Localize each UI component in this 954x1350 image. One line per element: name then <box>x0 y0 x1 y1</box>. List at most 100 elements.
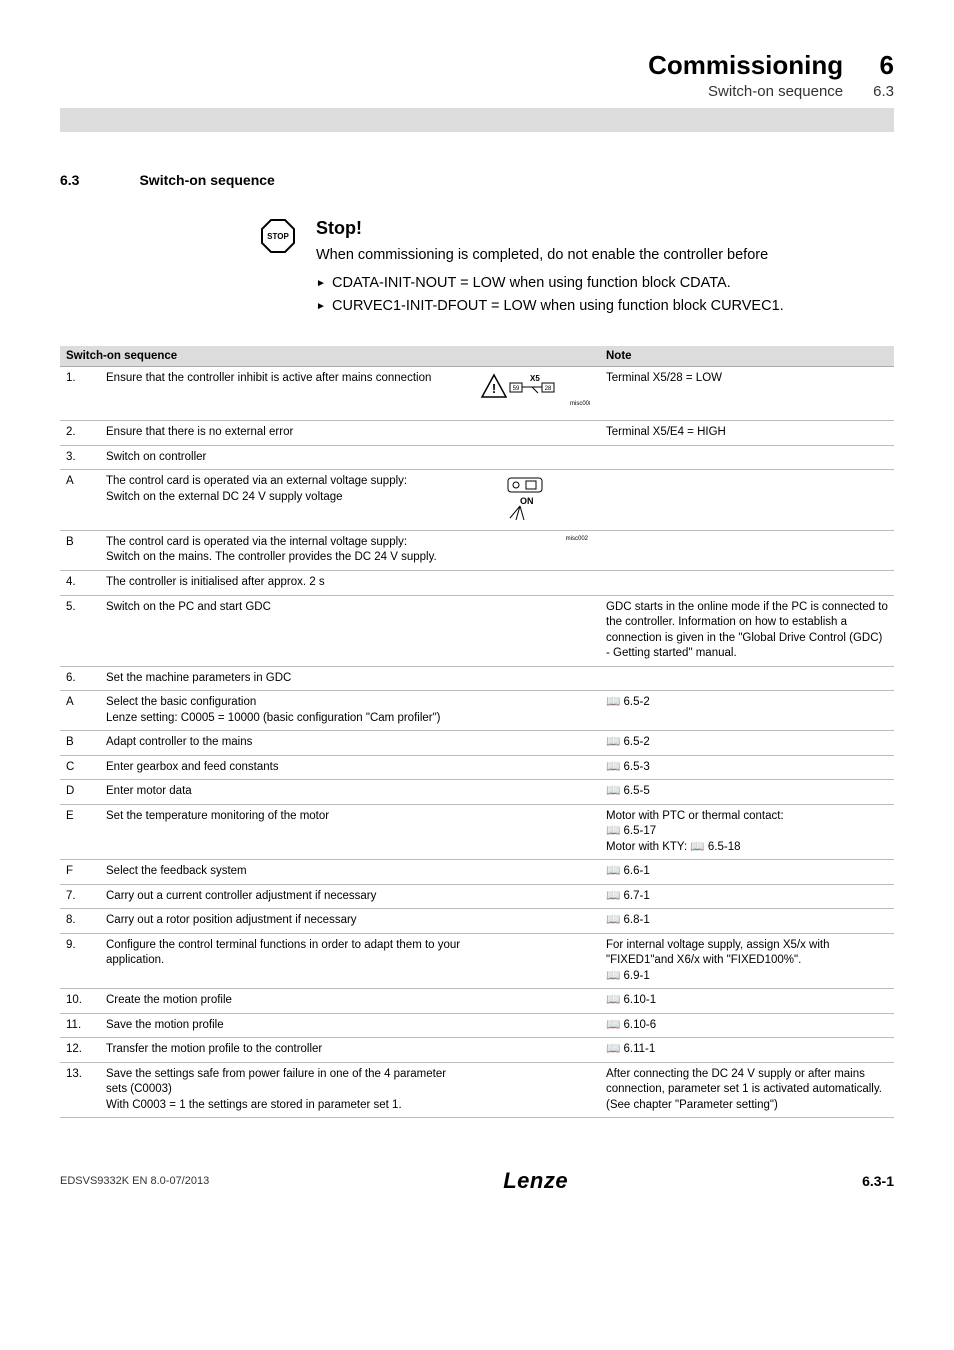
cell-graphic <box>470 884 600 909</box>
table-row: 1.Ensure that the controller inhibit is … <box>60 366 894 421</box>
cell-description: Carry out a rotor position adjustment if… <box>100 909 470 934</box>
cell-note: 📖 6.10-1 <box>600 989 894 1014</box>
header-section: 6.3 <box>873 83 894 100</box>
cell-note <box>600 470 894 531</box>
section-number: 6.3 <box>60 172 79 188</box>
table-row: DEnter motor data 📖 6.5-5 <box>60 780 894 805</box>
page-header: Commissioning Switch-on sequence 6 6.3 <box>60 50 894 100</box>
table-row: 2.Ensure that there is no external error… <box>60 421 894 446</box>
cell-note: After connecting the DC 24 V supply or a… <box>600 1062 894 1118</box>
table-row: FSelect the feedback system📖 6.6-1 <box>60 860 894 885</box>
cell-note: 📖 6.5-5 <box>600 780 894 805</box>
cell-graphic <box>470 1038 600 1063</box>
cell-description: Enter gearbox and feed constants <box>100 755 470 780</box>
stop-list: CDATA-INIT-NOUT = LOW when using functio… <box>316 273 894 316</box>
footer-logo: Lenze <box>503 1168 568 1194</box>
table-row: ESet the temperature monitoring of the m… <box>60 804 894 860</box>
cell-note: Terminal X5/E4 = HIGH <box>600 421 894 446</box>
svg-text:59: 59 <box>513 386 520 392</box>
cell-graphic <box>470 666 600 691</box>
table-row: 8.Carry out a rotor position adjustment … <box>60 909 894 934</box>
table-row: BAdapt controller to the mains📖 6.5-2 <box>60 731 894 756</box>
cell-note <box>600 666 894 691</box>
cell-graphic: ! 59 X5 28 misc008 <box>470 366 600 421</box>
cell-description: The control card is operated via the int… <box>100 530 470 570</box>
table-row: 7.Carry out a current controller adjustm… <box>60 884 894 909</box>
cell-number: B <box>60 530 100 570</box>
cell-graphic <box>470 804 600 860</box>
cell-number: 11. <box>60 1013 100 1038</box>
stop-text: When commissioning is completed, do not … <box>316 245 894 265</box>
table-row: 4.The controller is initialised after ap… <box>60 570 894 595</box>
cell-description: Enter motor data <box>100 780 470 805</box>
svg-text:X5: X5 <box>530 374 540 383</box>
cell-number: 7. <box>60 884 100 909</box>
cell-number: D <box>60 780 100 805</box>
cell-graphic <box>470 691 600 731</box>
cell-description: Set the machine parameters in GDC <box>100 666 470 691</box>
cell-number: A <box>60 470 100 531</box>
cell-number: 8. <box>60 909 100 934</box>
table-row: 3.Switch on controller <box>60 445 894 470</box>
stop-list-item: CURVEC1-INIT-DFOUT = LOW when using func… <box>316 296 894 316</box>
table-row: CEnter gearbox and feed constants📖 6.5-3 <box>60 755 894 780</box>
cell-graphic <box>470 860 600 885</box>
footer-page-number: 6.3-1 <box>862 1173 894 1189</box>
cell-graphic <box>470 595 600 666</box>
cell-description: Save the settings safe from power failur… <box>100 1062 470 1118</box>
cell-description: Ensure that there is no external error <box>100 421 470 446</box>
stop-block: STOP Stop! When commissioning is complet… <box>260 218 894 318</box>
cell-description: The controller is initialised after appr… <box>100 570 470 595</box>
cell-note <box>600 530 894 570</box>
cell-description: Switch on the PC and start GDC <box>100 595 470 666</box>
cell-number: F <box>60 860 100 885</box>
cell-number: C <box>60 755 100 780</box>
cell-number: 9. <box>60 933 100 989</box>
cell-description: Adapt controller to the mains <box>100 731 470 756</box>
lenze-logo: Lenze <box>503 1168 568 1193</box>
cell-number: 10. <box>60 989 100 1014</box>
cell-graphic: misc002 <box>470 530 600 570</box>
cell-description: Configure the control terminal functions… <box>100 933 470 989</box>
table-row: 5.Switch on the PC and start GDCGDC star… <box>60 595 894 666</box>
table-row: 12.Transfer the motion profile to the co… <box>60 1038 894 1063</box>
section-title: Switch-on sequence <box>139 172 274 188</box>
cell-description: Set the temperature monitoring of the mo… <box>100 804 470 860</box>
cell-graphic <box>470 780 600 805</box>
cell-note <box>600 570 894 595</box>
table-row: 6.Set the machine parameters in GDC <box>60 666 894 691</box>
cell-number: B <box>60 731 100 756</box>
cell-number: 13. <box>60 1062 100 1118</box>
cell-description: Switch on controller <box>100 445 470 470</box>
cell-graphic: ON <box>470 470 600 531</box>
table-row: 10.Create the motion profile 📖 6.10-1 <box>60 989 894 1014</box>
cell-note <box>600 445 894 470</box>
page-footer: EDSVS9332K EN 8.0-07/2013 Lenze 6.3-1 <box>60 1168 894 1194</box>
stop-icon: STOP <box>260 218 296 318</box>
svg-text:!: ! <box>492 381 496 396</box>
cell-note: 📖 6.11-1 <box>600 1038 894 1063</box>
th-note: Note <box>600 346 894 367</box>
cell-description: Carry out a current controller adjustmen… <box>100 884 470 909</box>
svg-text:STOP: STOP <box>267 232 289 241</box>
cell-number: 2. <box>60 421 100 446</box>
cell-description: Create the motion profile <box>100 989 470 1014</box>
svg-text:28: 28 <box>545 386 552 392</box>
cell-number: 5. <box>60 595 100 666</box>
cell-graphic <box>470 1062 600 1118</box>
table-header-row: Switch-on sequence Note <box>60 346 894 367</box>
cell-note: 📖 6.6-1 <box>600 860 894 885</box>
cell-note: 📖 6.8-1 <box>600 909 894 934</box>
footer-doc-id: EDSVS9332K EN 8.0-07/2013 <box>60 1175 209 1187</box>
table-row: BThe control card is operated via the in… <box>60 530 894 570</box>
cell-description: Select the basic configuration Lenze set… <box>100 691 470 731</box>
cell-description: Ensure that the controller inhibit is ac… <box>100 366 470 421</box>
th-seq: Switch-on sequence <box>60 346 470 367</box>
stop-body: Stop! When commissioning is completed, d… <box>316 218 894 318</box>
header-chapter: 6 <box>873 50 894 81</box>
cell-note: 📖 6.7-1 <box>600 884 894 909</box>
cell-note: Terminal X5/28 = LOW <box>600 366 894 421</box>
table-row: 13.Save the settings safe from power fai… <box>60 1062 894 1118</box>
svg-text:misc008: misc008 <box>570 401 590 407</box>
cell-graphic <box>470 445 600 470</box>
